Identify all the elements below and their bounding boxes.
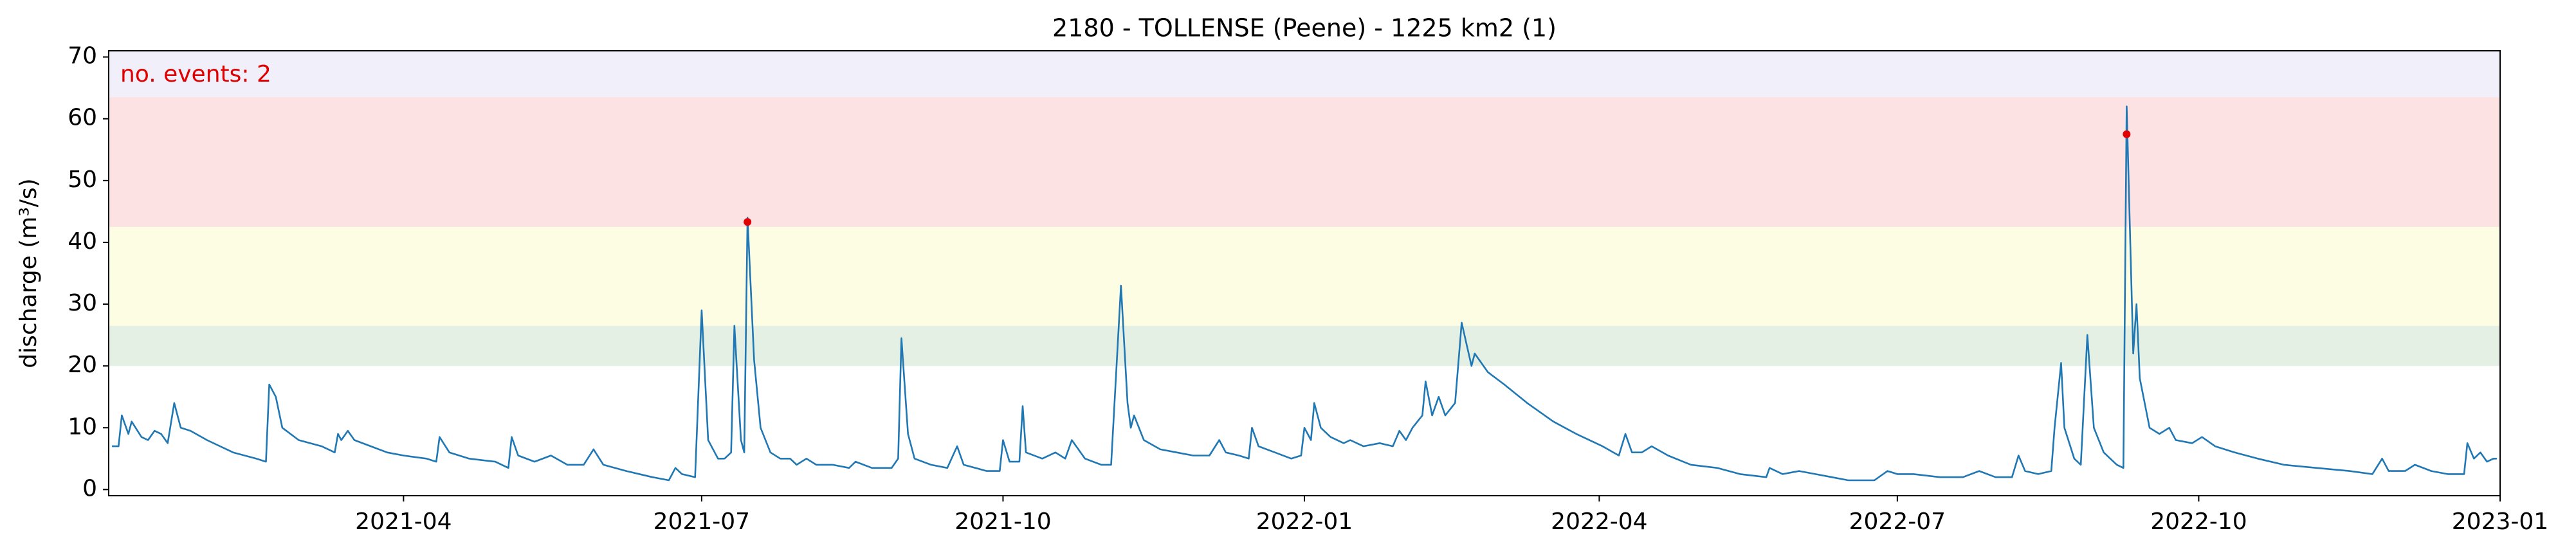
y-tick-label: 70 [68,43,97,69]
y-tick-label: 50 [68,167,97,193]
x-tick-label: 2022-10 [2150,509,2247,535]
threshold-band [109,51,2500,98]
event-marker [744,218,752,226]
annotation: no. events: 2 [120,61,271,87]
y-tick-label: 20 [68,352,97,378]
x-tick-label: 2021-10 [955,509,1051,535]
y-tick-label: 40 [68,228,97,255]
y-axis-label: discharge (m³/s) [15,178,42,368]
discharge-line [112,105,2497,482]
x-tick-label: 2021-07 [653,509,750,535]
y-tick-label: 10 [68,413,97,440]
event-marker [2123,130,2131,138]
x-tick-label: 2021-04 [355,509,452,535]
x-tick-label: 2022-07 [1849,509,1946,535]
threshold-band [109,226,2500,326]
threshold-band [109,325,2500,366]
y-tick-label: 0 [82,475,97,501]
chart-title: 2180 - TOLLENSE (Peene) - 1225 km2 (1) [1052,14,1557,42]
x-tick-label: 2022-04 [1551,509,1647,535]
x-tick-label: 2023-01 [2452,509,2548,535]
threshold-band [109,97,2500,227]
x-tick-label: 2022-01 [1256,509,1353,535]
y-tick-label: 30 [68,290,97,316]
plot-frame [108,50,2501,496]
y-tick-label: 60 [68,105,97,131]
